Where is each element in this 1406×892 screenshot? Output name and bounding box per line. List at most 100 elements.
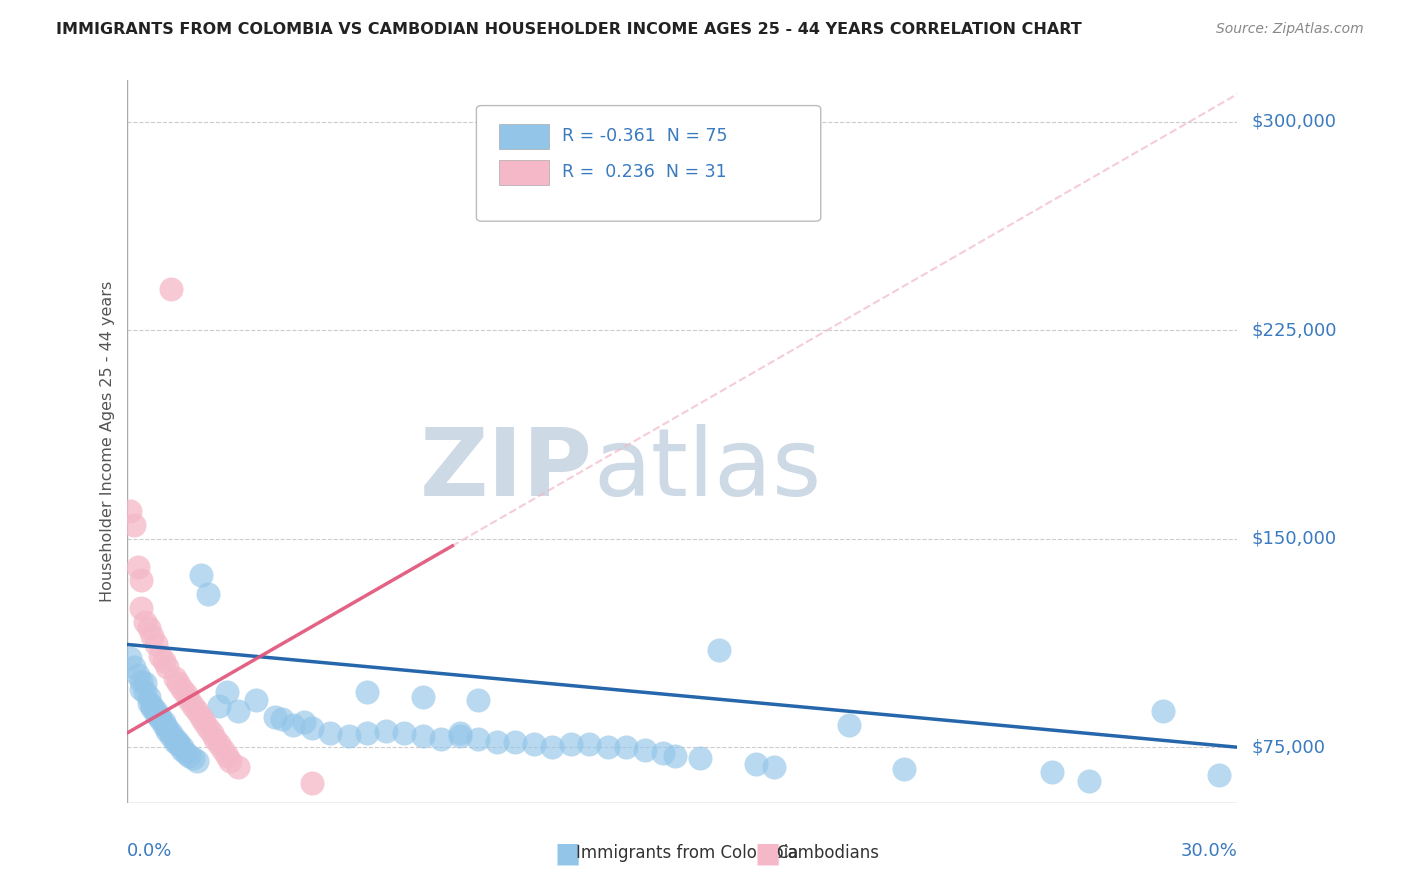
Point bbox=[149, 713, 172, 727]
Point bbox=[337, 729, 360, 743]
Text: Source: ZipAtlas.com: Source: ZipAtlas.com bbox=[1216, 22, 1364, 37]
Point bbox=[141, 698, 163, 713]
Point bbox=[689, 751, 711, 765]
Bar bbox=[499, 160, 548, 185]
Point bbox=[707, 643, 730, 657]
Text: $300,000: $300,000 bbox=[1251, 113, 1336, 131]
Point bbox=[134, 676, 156, 690]
Point bbox=[560, 738, 582, 752]
Point bbox=[190, 568, 212, 582]
Point bbox=[467, 693, 489, 707]
Point bbox=[156, 659, 179, 673]
Point bbox=[893, 763, 915, 777]
Bar bbox=[499, 124, 548, 149]
Point bbox=[141, 701, 163, 715]
Point bbox=[485, 734, 508, 748]
Point bbox=[541, 740, 564, 755]
Point bbox=[186, 704, 208, 718]
Point bbox=[131, 601, 153, 615]
Point bbox=[208, 698, 231, 713]
Point bbox=[523, 738, 546, 752]
Point bbox=[174, 687, 197, 701]
FancyBboxPatch shape bbox=[477, 105, 821, 221]
Point bbox=[1078, 773, 1101, 788]
Point bbox=[160, 726, 183, 740]
Text: ZIP: ZIP bbox=[420, 425, 593, 516]
Text: $150,000: $150,000 bbox=[1251, 530, 1336, 548]
Point bbox=[149, 709, 172, 723]
Point bbox=[167, 676, 190, 690]
Text: R = -0.361  N = 75: R = -0.361 N = 75 bbox=[562, 127, 727, 145]
Point bbox=[181, 751, 204, 765]
Point bbox=[127, 668, 149, 682]
Point bbox=[578, 738, 600, 752]
Point bbox=[131, 681, 153, 696]
Point bbox=[163, 734, 186, 748]
Text: Cambodians: Cambodians bbox=[776, 845, 879, 863]
Point bbox=[301, 721, 323, 735]
Point bbox=[1040, 765, 1063, 780]
Point bbox=[449, 729, 471, 743]
Point bbox=[160, 282, 183, 296]
Point bbox=[174, 746, 197, 760]
Point bbox=[616, 740, 638, 755]
Point bbox=[134, 615, 156, 630]
Point bbox=[156, 723, 179, 738]
Text: ■: ■ bbox=[754, 839, 780, 867]
Point bbox=[215, 684, 238, 698]
Point bbox=[652, 746, 675, 760]
Point bbox=[145, 637, 167, 651]
Point bbox=[193, 715, 215, 730]
Point bbox=[181, 698, 204, 713]
Point bbox=[226, 760, 249, 774]
Point bbox=[503, 734, 526, 748]
Point bbox=[122, 517, 145, 532]
Point bbox=[156, 721, 179, 735]
Point bbox=[179, 693, 201, 707]
Point bbox=[745, 756, 768, 771]
Point bbox=[145, 704, 167, 718]
Point bbox=[197, 587, 219, 601]
Point bbox=[634, 743, 657, 757]
Point bbox=[197, 721, 219, 735]
Point bbox=[301, 776, 323, 790]
Point bbox=[271, 713, 294, 727]
Point bbox=[179, 748, 201, 763]
Point bbox=[449, 726, 471, 740]
Point bbox=[190, 709, 212, 723]
Point bbox=[122, 659, 145, 673]
Point bbox=[167, 738, 190, 752]
Point bbox=[319, 726, 342, 740]
Point bbox=[292, 715, 315, 730]
Point bbox=[152, 718, 174, 732]
Text: $75,000: $75,000 bbox=[1251, 739, 1326, 756]
Point bbox=[412, 729, 434, 743]
Point bbox=[134, 684, 156, 698]
Point bbox=[138, 621, 160, 635]
Point bbox=[211, 743, 233, 757]
Point bbox=[167, 734, 190, 748]
Point bbox=[374, 723, 396, 738]
Point bbox=[172, 743, 194, 757]
Point bbox=[394, 726, 416, 740]
Point bbox=[138, 690, 160, 705]
Point bbox=[163, 671, 186, 685]
Y-axis label: Householder Income Ages 25 - 44 years: Householder Income Ages 25 - 44 years bbox=[100, 281, 115, 602]
Point bbox=[141, 629, 163, 643]
Point bbox=[664, 748, 686, 763]
Point bbox=[152, 654, 174, 668]
Text: atlas: atlas bbox=[593, 425, 821, 516]
Point bbox=[160, 729, 183, 743]
Point bbox=[149, 648, 172, 663]
Point bbox=[596, 740, 619, 755]
Point bbox=[145, 706, 167, 721]
Point bbox=[201, 726, 224, 740]
Point bbox=[131, 673, 153, 688]
Point bbox=[356, 726, 378, 740]
Text: ■: ■ bbox=[554, 839, 581, 867]
Text: $225,000: $225,000 bbox=[1251, 321, 1337, 339]
Text: Immigrants from Colombia: Immigrants from Colombia bbox=[576, 845, 799, 863]
Point bbox=[763, 760, 786, 774]
Text: R =  0.236  N = 31: R = 0.236 N = 31 bbox=[562, 163, 727, 181]
Point bbox=[1208, 768, 1230, 782]
